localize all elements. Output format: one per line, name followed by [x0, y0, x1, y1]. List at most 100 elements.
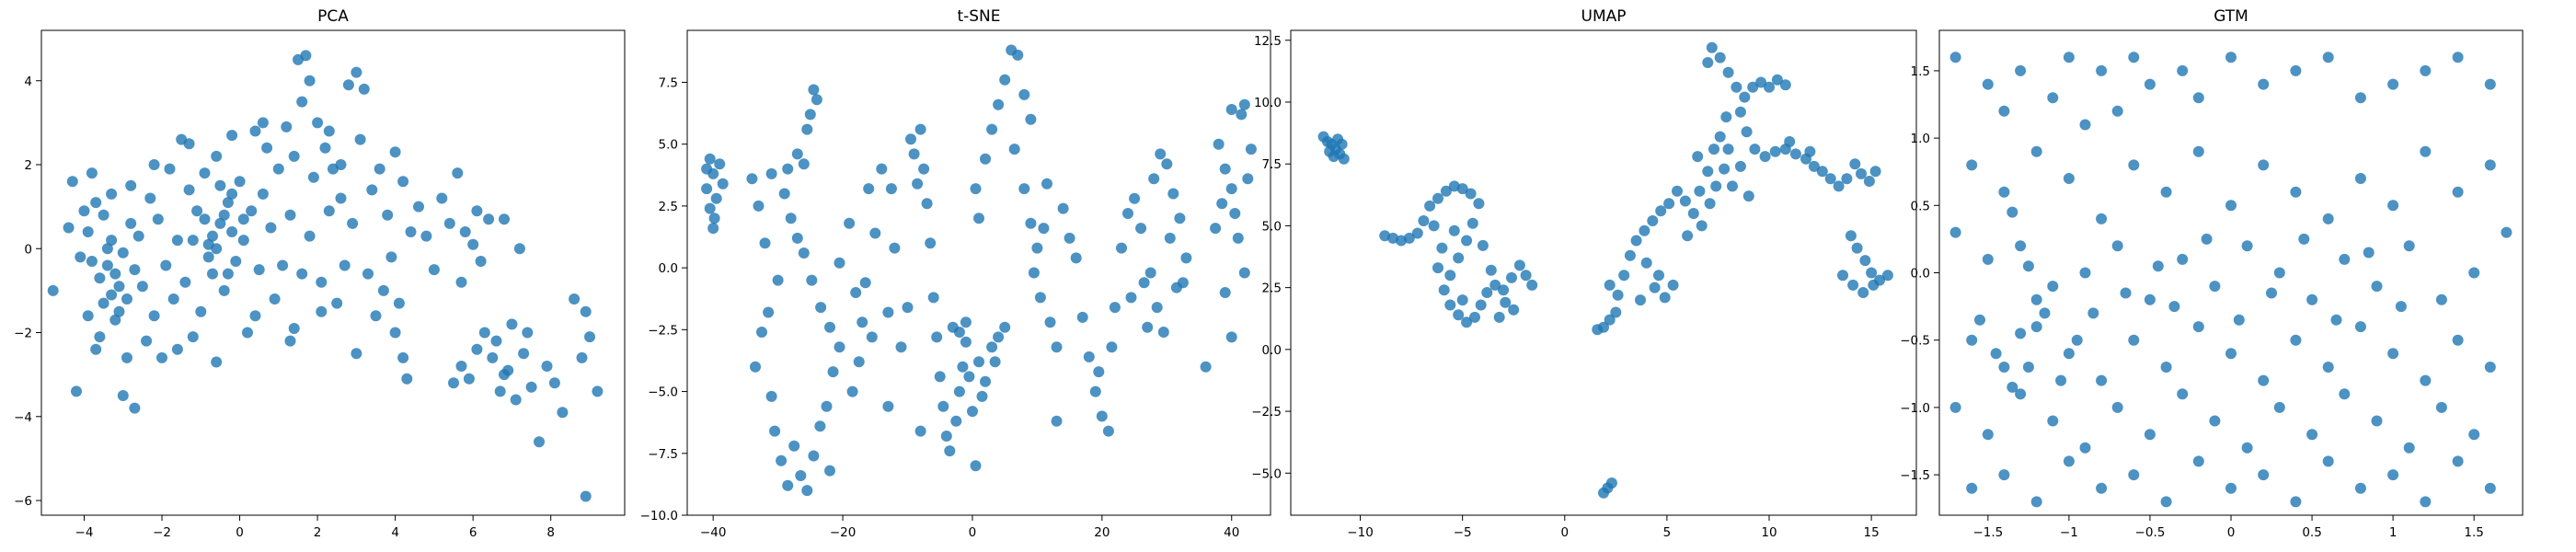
scatter-point	[249, 310, 261, 322]
scatter-point	[63, 222, 75, 234]
scatter-point	[448, 377, 459, 389]
scatter-point	[2201, 233, 2213, 245]
scatter-point	[1213, 138, 1225, 150]
scatter-point	[1453, 252, 1465, 264]
scatter-point	[2047, 415, 2059, 427]
scatter-point	[234, 176, 246, 188]
scatter-point	[1236, 109, 1248, 121]
scatter-point	[2387, 469, 2399, 481]
scatter-point	[199, 213, 211, 225]
scatter-point	[2339, 253, 2351, 265]
scatter-point	[1436, 242, 1448, 254]
scatter-point	[844, 217, 856, 229]
x-tick-label: 10	[1761, 525, 1777, 540]
scatter-point	[405, 226, 417, 237]
scatter-point	[2079, 119, 2091, 131]
scatter-point	[148, 159, 160, 170]
scatter-point	[2030, 293, 2042, 305]
scatter-point	[183, 184, 195, 196]
scatter-point	[226, 226, 238, 237]
scatter-point	[211, 150, 223, 162]
scatter-point	[2015, 240, 2027, 252]
scatter-point	[113, 281, 125, 293]
scatter-point	[765, 167, 777, 179]
scatter-point	[261, 142, 273, 154]
scatter-point	[2087, 307, 2099, 319]
scatter-point	[580, 305, 592, 317]
scatter-point	[316, 305, 328, 317]
scatter-points	[47, 50, 604, 502]
scatter-point	[1232, 232, 1244, 244]
scatter-point	[1403, 232, 1415, 244]
scatter-point	[1210, 223, 1222, 235]
scatter-point	[222, 197, 234, 209]
scatter-point	[707, 223, 719, 235]
scatter-point	[510, 394, 522, 406]
scatter-point	[2177, 388, 2189, 400]
scatter-point	[1734, 106, 1746, 118]
panel-t-sne: t-SNE −40 −20 0 20 40 −10.0 −7.5 −5.0 −2.5 0.0 2.5 5…	[640, 7, 1271, 540]
scatter-point	[1949, 401, 1961, 413]
scatter-point	[1849, 158, 1861, 170]
scatter-point	[148, 310, 160, 322]
x-tick-label: −20	[830, 525, 857, 540]
axes-frame	[686, 29, 1271, 516]
y-tick-label: −2	[14, 327, 32, 341]
scatter-point	[967, 406, 978, 418]
scatter-point	[1200, 361, 1212, 373]
scatter-point	[765, 390, 777, 402]
scatter-point	[281, 121, 293, 132]
scatter-point	[257, 117, 269, 129]
scatter-point	[2030, 321, 2042, 333]
scatter-point	[785, 213, 797, 224]
scatter-point	[934, 371, 946, 383]
scatter-point	[242, 327, 253, 339]
scatter-point	[1161, 158, 1173, 170]
scatter-point	[2007, 206, 2018, 218]
scatter-point	[218, 209, 230, 221]
scatter-point	[1598, 487, 1609, 499]
scatter-point	[827, 366, 839, 378]
scatter-point	[1868, 279, 1880, 291]
scatter-point	[156, 351, 167, 363]
scatter-point	[1129, 192, 1141, 204]
axes-frame	[1290, 29, 1917, 516]
scatter-point	[389, 327, 401, 339]
panel-title: t-SNE	[957, 7, 1000, 26]
scatter-point	[1242, 173, 1254, 185]
scatter-point	[246, 205, 258, 217]
scatter-point	[960, 336, 972, 348]
scatter-point	[1789, 148, 1801, 160]
y-tick-label: 7.5	[659, 75, 678, 90]
scatter-point	[106, 289, 118, 301]
scatter-point	[2177, 253, 2189, 265]
scatter-point	[339, 259, 351, 271]
scatter-point	[2354, 321, 2366, 333]
y-tick-label: 2.5	[1262, 282, 1282, 296]
scatter-point	[382, 209, 394, 221]
scatter-point	[999, 321, 1011, 333]
scatter-point	[428, 264, 440, 276]
scatter-point	[288, 323, 300, 334]
scatter-point	[316, 276, 328, 288]
scatter-point	[117, 247, 129, 259]
scatter-point	[2111, 105, 2123, 117]
scatter-point	[1998, 362, 2010, 373]
scatter-point	[1520, 270, 1532, 282]
scatter-point	[144, 192, 156, 204]
scatter-point	[1089, 385, 1101, 397]
scatter-point	[202, 251, 214, 263]
y-tick-label: 2	[24, 158, 32, 173]
scatter-point	[214, 179, 226, 191]
scatter-point	[211, 356, 223, 368]
scatter-point	[2435, 293, 2447, 305]
scatter-point	[78, 205, 90, 217]
scatter-point	[1845, 230, 1857, 242]
scatter-point	[801, 485, 813, 497]
scatter-point	[377, 284, 389, 296]
scatter-point	[129, 402, 141, 414]
scatter-point	[541, 361, 553, 372]
scatter-point	[592, 385, 604, 397]
scatter-point	[1180, 252, 1192, 264]
